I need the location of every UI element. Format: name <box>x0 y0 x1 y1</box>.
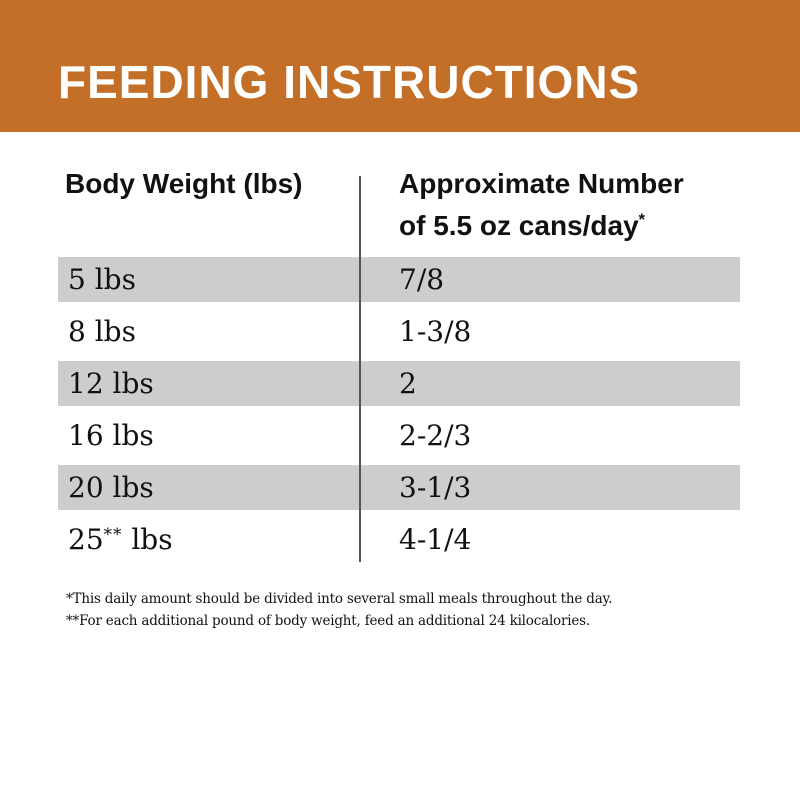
footnote-2: **For each additional pound of body weig… <box>66 613 590 629</box>
column-header-cans-line2: of 5.5 oz cans/day <box>399 210 639 241</box>
table-row: 5 lbs 7/8 <box>58 253 740 305</box>
table-row: 16 lbs 2-2/3 <box>58 409 740 461</box>
table-row: 8 lbs 1-3/8 <box>58 305 740 357</box>
column-header-cans-line1: Approximate Number <box>399 168 684 199</box>
body-weight-cell: 12 lbs <box>68 366 154 400</box>
column-header-cans-per-day: Approximate Number of 5.5 oz cans/day* <box>359 166 740 253</box>
footnote-marker-double: ** <box>103 523 123 544</box>
cans-per-day-cell: 2 <box>399 366 417 400</box>
body-weight-cell: 5 lbs <box>68 262 136 296</box>
table-row: 25** lbs 4-1/4 <box>58 513 740 565</box>
cans-per-day-cell: 4-1/4 <box>399 522 472 556</box>
column-header-body-weight: Body Weight (lbs) <box>65 168 303 199</box>
body-weight-cell: 25** lbs <box>68 522 173 556</box>
banner: FEEDING INSTRUCTIONS <box>0 0 800 132</box>
body-weight-cell: 20 lbs <box>68 470 154 504</box>
footnote-1: *This daily amount should be divided int… <box>66 591 613 607</box>
footnote-marker-single: * <box>638 211 645 229</box>
column-divider <box>359 176 361 562</box>
footnotes: *This daily amount should be divided int… <box>58 588 740 632</box>
table-header-row: Body Weight (lbs) Approximate Number of … <box>58 132 740 253</box>
cans-per-day-cell: 7/8 <box>399 262 445 296</box>
feeding-table: Body Weight (lbs) Approximate Number of … <box>58 132 740 565</box>
body-weight-cell: 16 lbs <box>68 418 154 452</box>
body-weight-cell: 8 lbs <box>68 314 136 348</box>
cans-per-day-cell: 3-1/3 <box>399 470 472 504</box>
cans-per-day-cell: 2-2/3 <box>399 418 472 452</box>
table-row: 20 lbs 3-1/3 <box>58 461 740 513</box>
table-body: 5 lbs 7/8 8 lbs 1-3/8 12 lbs 2 16 lbs 2-2/3 20 l… <box>58 253 740 565</box>
page-title: FEEDING INSTRUCTIONS <box>58 56 641 108</box>
feeding-instructions: Body Weight (lbs) Approximate Number of … <box>58 132 740 632</box>
table-row: 12 lbs 2 <box>58 357 740 409</box>
cans-per-day-cell: 1-3/8 <box>399 314 472 348</box>
